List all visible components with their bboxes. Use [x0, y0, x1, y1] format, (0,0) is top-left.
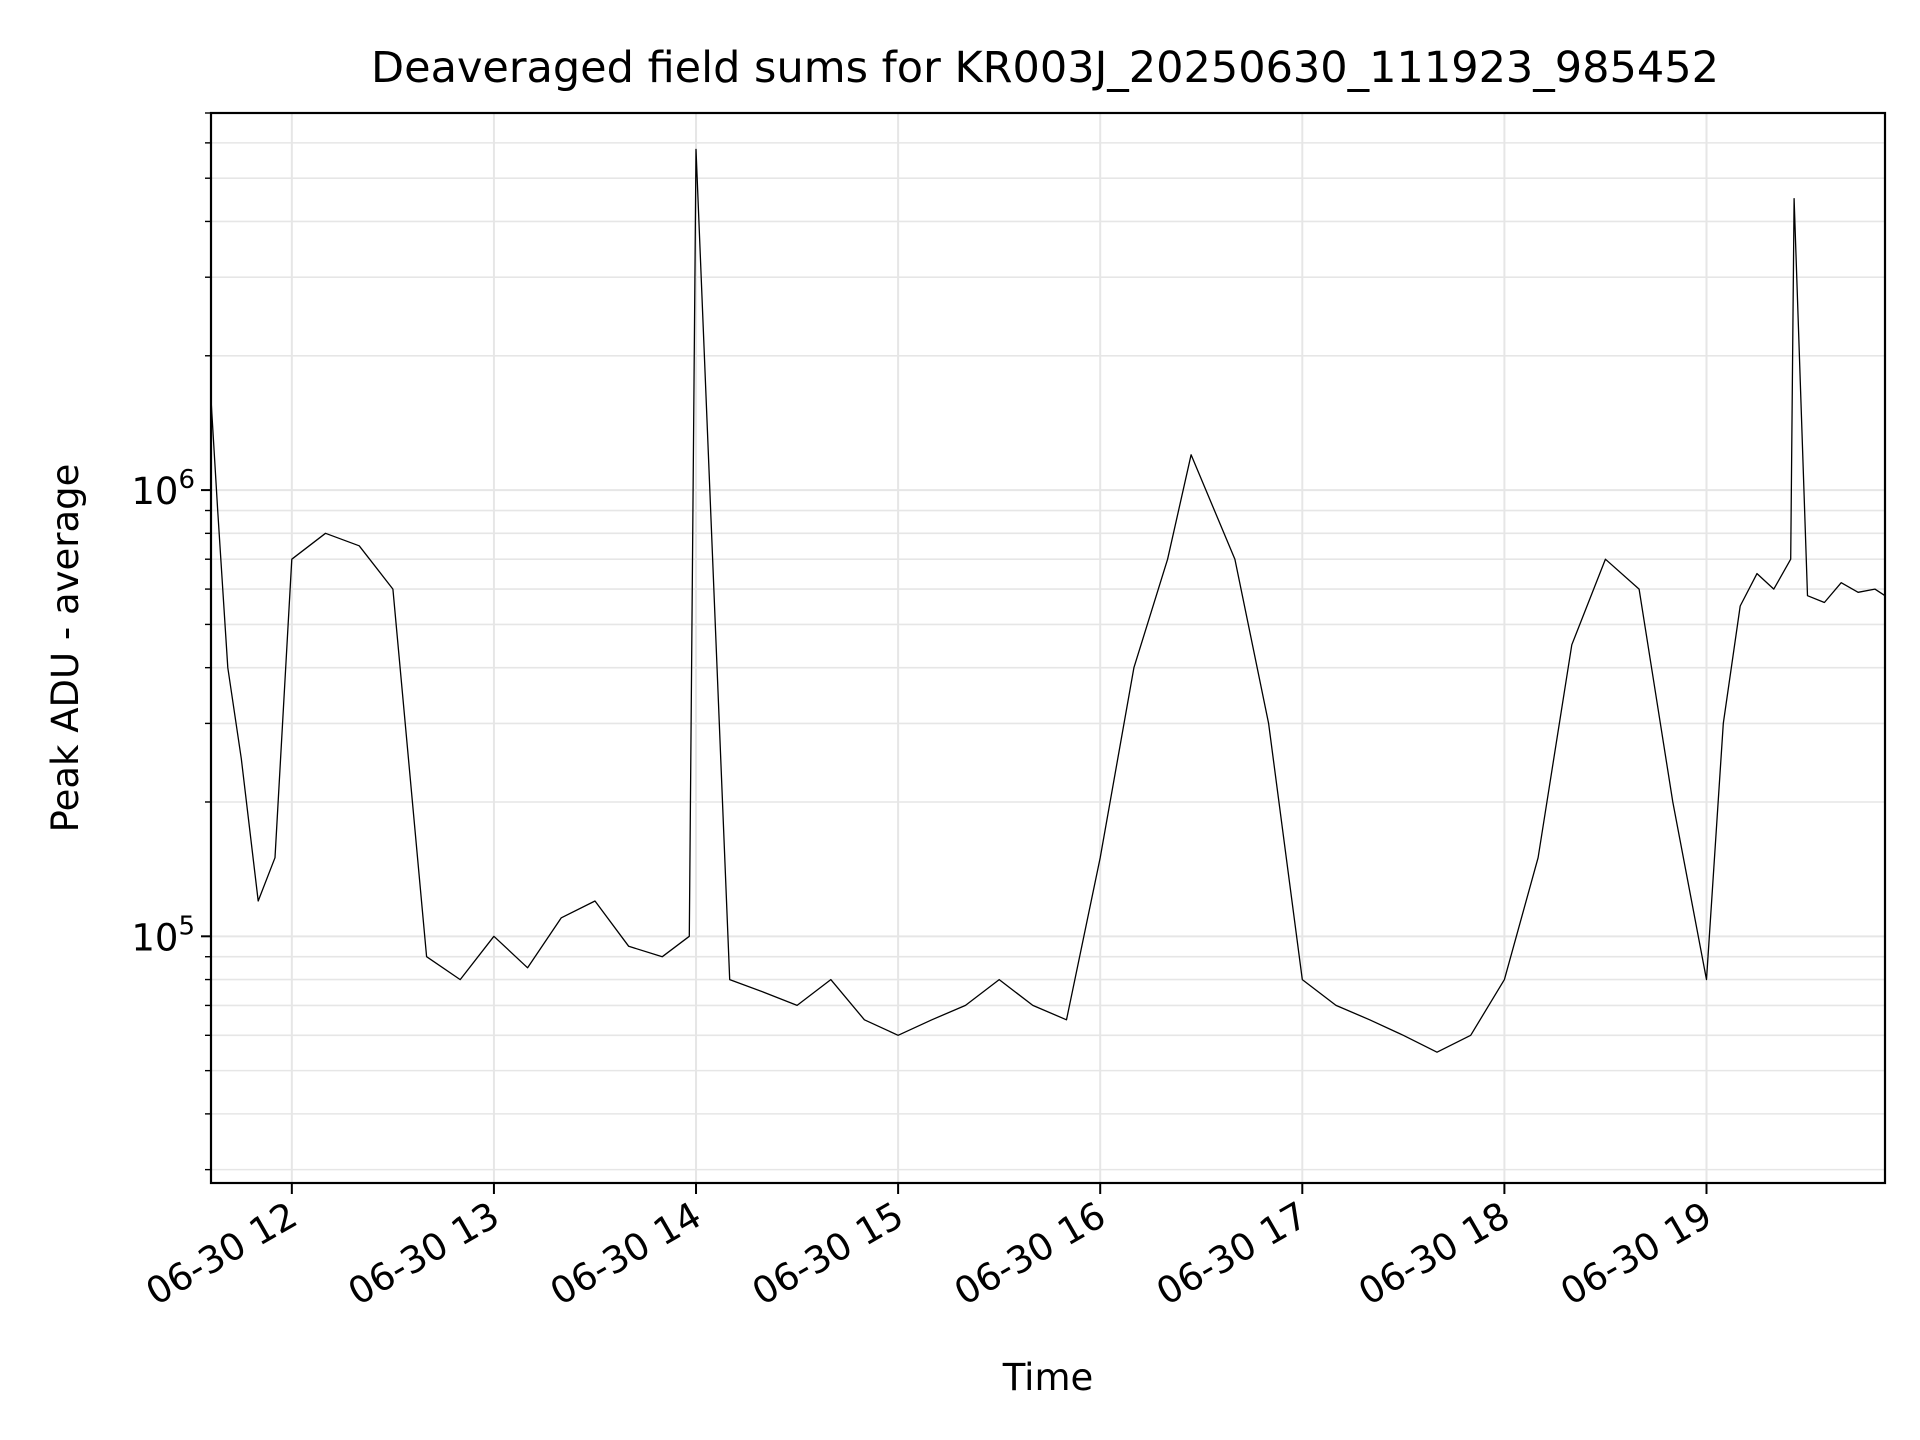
plot-frame [209, 111, 1887, 1185]
y-axis-label: Peak ADU - average [44, 464, 87, 833]
y-tick-label: 106 [131, 465, 195, 513]
series-line [210, 148, 1886, 1053]
y-tick-label: 105 [131, 911, 195, 959]
grid-layer [211, 112, 1885, 1183]
chart-title: Deaveraged field sums for KR003J_2025063… [371, 43, 1719, 93]
data-layer [210, 148, 1886, 1053]
x-axis-label: Time [1002, 1356, 1094, 1399]
